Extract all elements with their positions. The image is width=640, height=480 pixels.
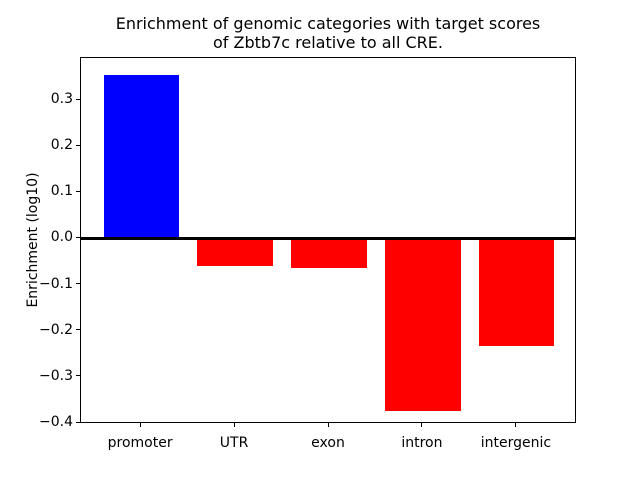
y-tick-mark xyxy=(76,421,80,423)
y-tick-mark xyxy=(76,236,80,238)
y-tick-label: 0.1 xyxy=(50,183,73,200)
bar-promoter xyxy=(103,75,179,239)
y-tick-mark xyxy=(76,98,80,100)
x-tick-mark xyxy=(139,423,141,427)
chart-title-line2: of Zbtb7c relative to all CRE. xyxy=(213,33,443,52)
plot-area xyxy=(80,57,576,423)
bar-UTR xyxy=(197,238,273,266)
chart-title: Enrichment of genomic categories with ta… xyxy=(80,14,576,52)
x-tick-mark xyxy=(233,423,235,427)
bar-intron xyxy=(385,238,461,412)
y-tick-label: −0.4 xyxy=(39,414,73,431)
y-tick-label: 0.2 xyxy=(50,137,73,154)
x-tick-mark xyxy=(327,423,329,427)
y-tick-mark xyxy=(76,329,80,331)
y-tick-label: 0.0 xyxy=(50,229,73,246)
x-tick-label-intron: intron xyxy=(401,435,443,451)
chart-title-line1: Enrichment of genomic categories with ta… xyxy=(115,14,541,33)
y-tick-mark xyxy=(76,190,80,192)
x-tick-mark xyxy=(515,423,517,427)
y-tick-mark xyxy=(76,144,80,146)
y-tick-label: −0.3 xyxy=(39,367,73,384)
bar-intergenic xyxy=(479,238,555,346)
x-tick-label-UTR: UTR xyxy=(219,435,249,451)
x-tick-label-exon: exon xyxy=(311,435,345,451)
x-tick-mark xyxy=(421,423,423,427)
y-tick-label: −0.2 xyxy=(39,321,73,338)
y-tick-label: −0.1 xyxy=(39,275,73,292)
y-tick-mark xyxy=(76,375,80,377)
bar-exon xyxy=(291,238,367,269)
x-tick-label-promoter: promoter xyxy=(107,435,173,451)
y-tick-mark xyxy=(76,283,80,285)
zero-line xyxy=(81,236,575,240)
y-tick-label: 0.3 xyxy=(50,91,73,107)
x-tick-label-intergenic: intergenic xyxy=(480,435,552,451)
